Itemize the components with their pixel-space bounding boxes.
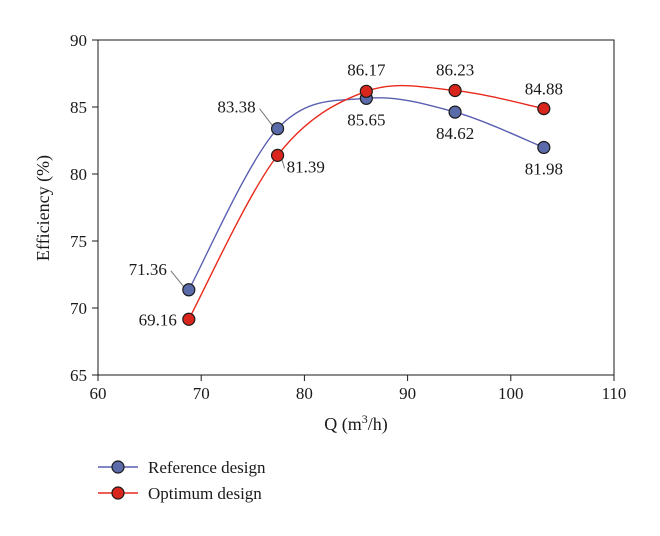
legend-item-optimum: Optimum design xyxy=(98,484,262,503)
data-label-reference: 85.65 xyxy=(347,110,385,129)
data-label-optimum: 84.88 xyxy=(525,80,563,99)
legend-label-optimum: Optimum design xyxy=(148,484,262,503)
y-tick-label: 70 xyxy=(70,299,87,318)
data-point-optimum xyxy=(270,148,285,162)
legend-marker-reference xyxy=(111,460,125,474)
data-label-reference: 81.98 xyxy=(525,159,563,178)
x-axis-title: Q (m3/h) xyxy=(324,412,388,435)
data-point-reference xyxy=(182,283,196,297)
axis-ticks: 60 70 80 90 100 110 65 70 75 80 85 90 xyxy=(70,31,626,403)
legend-label-reference: Reference design xyxy=(148,458,266,477)
x-axis-title-superscript: 3 xyxy=(362,412,368,426)
legend: Reference design Optimum design xyxy=(98,458,266,503)
y-tick-label: 90 xyxy=(70,31,87,50)
label-leader-line xyxy=(259,108,273,127)
series-curves xyxy=(188,84,545,320)
legend-item-reference: Reference design xyxy=(98,458,266,477)
legend-marker-optimum xyxy=(111,486,125,500)
y-axis-title: Efficiency (%) xyxy=(33,155,54,261)
x-tick-label: 110 xyxy=(602,384,627,403)
data-label-optimum: 81.39 xyxy=(287,157,325,176)
data-labels: 71.36 83.38 85.65 84.62 81.98 69.16 81.39 86.17… xyxy=(129,60,563,329)
data-point-reference xyxy=(537,140,551,155)
data-label-reference: 83.38 xyxy=(217,98,255,117)
data-point-reference xyxy=(270,122,285,136)
series-line-optimum xyxy=(188,84,544,320)
series-markers xyxy=(182,83,551,326)
data-point-reference xyxy=(448,105,462,119)
x-tick-label: 80 xyxy=(296,384,313,403)
data-label-optimum: 86.17 xyxy=(347,60,386,79)
data-point-optimum xyxy=(537,102,551,116)
x-axis-title-end: /h) xyxy=(368,414,388,435)
data-label-optimum: 69.16 xyxy=(139,310,177,329)
series-line-reference xyxy=(188,97,545,291)
x-tick-label: 90 xyxy=(399,384,416,403)
data-label-reference: 71.36 xyxy=(129,260,167,279)
plot-frame xyxy=(97,39,615,376)
y-tick-label: 65 xyxy=(70,366,87,385)
data-label-optimum: 86.23 xyxy=(436,61,474,80)
data-point-optimum xyxy=(182,312,196,326)
y-tick-label: 85 xyxy=(70,98,87,117)
x-tick-label: 60 xyxy=(90,384,107,403)
label-leader-line xyxy=(170,270,185,288)
data-label-reference: 84.62 xyxy=(436,124,474,143)
y-tick-label: 75 xyxy=(70,232,87,251)
y-tick-label: 80 xyxy=(70,165,87,184)
data-point-optimum xyxy=(359,84,373,98)
x-tick-label: 70 xyxy=(193,384,210,403)
data-point-optimum xyxy=(448,83,462,98)
x-tick-label: 100 xyxy=(498,384,524,403)
label-leaders xyxy=(170,108,286,288)
